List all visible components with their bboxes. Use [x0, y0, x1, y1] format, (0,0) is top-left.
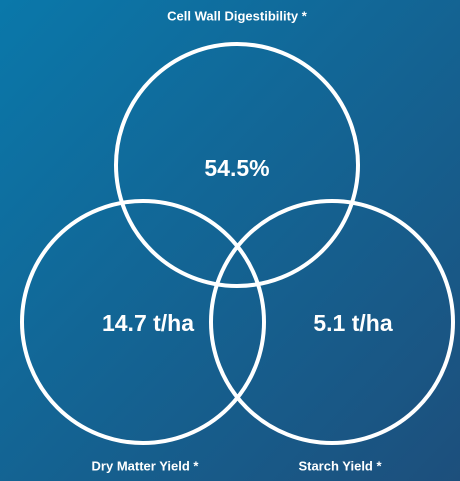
circle-value: 5.1 t/ha — [313, 310, 392, 336]
circle-label: Starch Yield * — [298, 458, 382, 473]
circle — [20, 199, 266, 445]
circle-label: Cell Wall Digestibility * — [167, 8, 308, 23]
circle-label: Dry Matter Yield * — [92, 458, 200, 473]
circle-value: 14.7 t/ha — [102, 310, 194, 336]
circle — [114, 42, 360, 288]
circle-value: 54.5% — [204, 155, 269, 181]
circle — [209, 199, 455, 445]
